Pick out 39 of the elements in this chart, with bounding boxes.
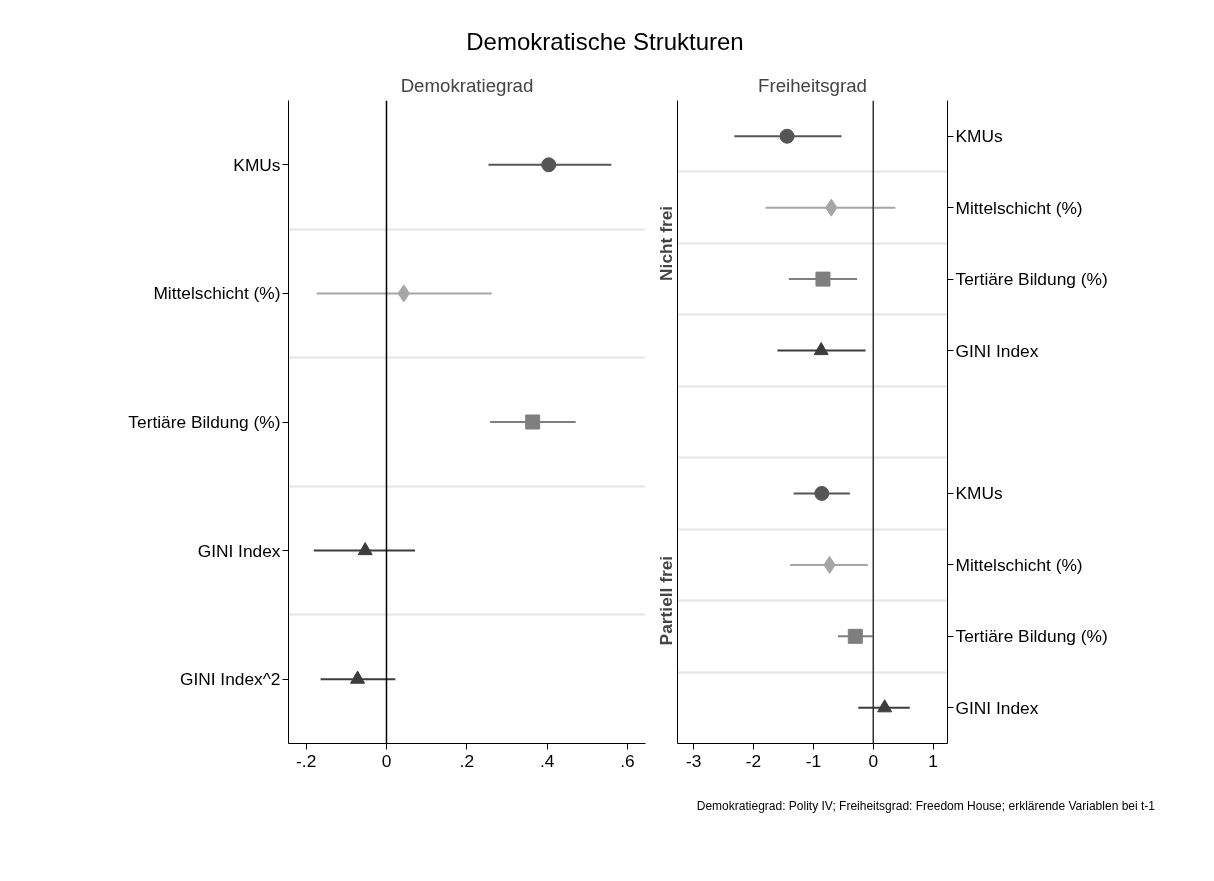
chart-subtitle: Demokratiegrad [400,74,534,96]
y-tick-label: KMUs [955,126,1004,147]
x-tick-label: .4 [539,750,555,771]
x-tick-label: -2 [745,750,762,771]
x-tick-label: -.2 [296,750,317,771]
chart-title: Demokratische Strukturen [466,27,744,57]
y-tick-label: Mittelschicht (%) [955,197,1083,218]
point [877,699,893,713]
y-tick-label: KMUs [233,154,281,175]
text: Nicht frei [655,205,676,281]
point [814,485,830,501]
y-tick-label: KMUs [955,483,1004,504]
y-tick-label: Mittelschicht (%) [153,283,281,304]
y-tick-label: GINI Index^2 [179,669,281,690]
x-tick-label: .2 [459,750,475,771]
x-tick-label: -3 [685,750,702,771]
text: Partiell frei [655,555,676,646]
point [815,271,831,287]
point [813,341,829,356]
point [779,128,795,144]
y-tick-label: GINI Index [955,340,1039,361]
y-tick-label: Mittelschicht (%) [955,554,1083,575]
x-tick-label: 0 [381,750,392,771]
x-tick-label: -1 [805,750,822,771]
y-tick-label: Tertiäre Bildung (%) [128,412,281,432]
point [357,542,373,556]
point [525,414,541,430]
x-tick-label: 0 [868,750,879,771]
y-tick-label: GINI Index [955,697,1039,718]
point [350,670,366,684]
y-tick-label: GINI Index [197,540,281,561]
y-tick-label: Tertiäre Bildung (%) [955,626,1108,647]
x-tick-label: 1 [928,750,938,771]
y-tick-label: Tertiäre Bildung (%) [955,269,1108,290]
point [847,628,863,644]
x-tick-label: .6 [620,750,635,771]
chart-subtitle: Freiheitsgrad [758,74,867,96]
point [541,157,557,173]
text: Demokratiegrad: Polity IV; Freiheitsgrad: Freedom House; erklärende Variablen bei t-1 [696,798,1155,815]
